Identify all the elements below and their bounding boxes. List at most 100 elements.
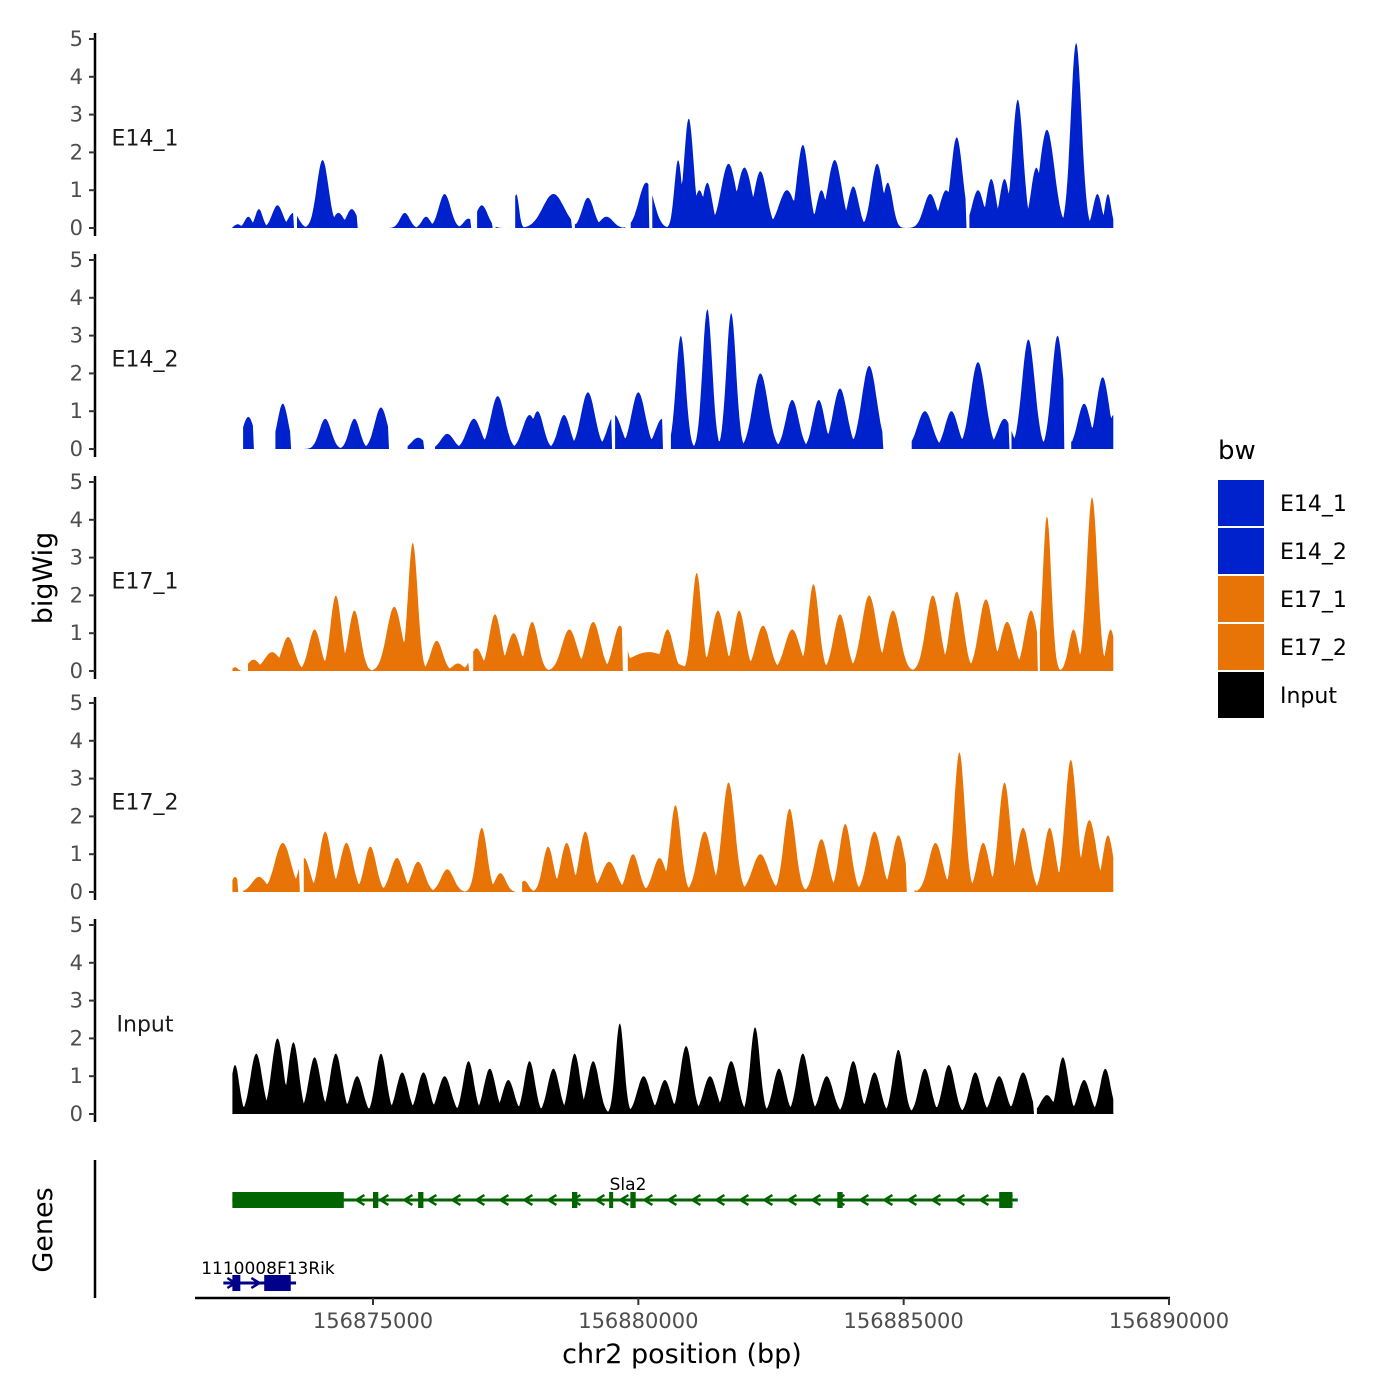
y-tick-label: 0: [70, 880, 83, 904]
gene-exon: [232, 1192, 344, 1208]
y-tick-label: 3: [70, 989, 83, 1013]
y-tick-label: 4: [70, 65, 83, 89]
strand-arrow: [930, 1193, 942, 1207]
legend-label: E14_1: [1280, 492, 1347, 517]
strand-arrow: [642, 1193, 654, 1207]
y-tick-label: 5: [70, 248, 83, 272]
strand-arrow: [786, 1193, 798, 1207]
strand-arrow: [858, 1193, 870, 1207]
y-tick-label: 5: [70, 913, 83, 937]
legend-swatch: [1218, 528, 1264, 574]
gene-exon: [609, 1192, 614, 1208]
gene-sla2: Sla2: [232, 1175, 1018, 1208]
legend-swatch: [1218, 624, 1264, 670]
track-label: E14_1: [112, 126, 179, 151]
strand-arrow: [402, 1193, 414, 1207]
strand-arrow: [906, 1193, 918, 1207]
y-tick-label: 3: [70, 767, 83, 791]
y-tick-label: 1: [70, 621, 83, 645]
y-tick-label: 3: [70, 546, 83, 570]
track-e17-1: 0 1 2 3 4 5 E17_1: [70, 470, 1114, 683]
gene-exon: [264, 1275, 291, 1291]
gene-exon: [373, 1192, 379, 1208]
strand-arrow: [594, 1193, 606, 1207]
y-tick-label: 1: [70, 1064, 83, 1088]
y-tick-label: 1: [70, 399, 83, 423]
y-tick-label: 0: [70, 1102, 83, 1126]
strand-arrow: [738, 1193, 750, 1207]
signal-area-e17-2: [232, 752, 1114, 892]
y-axis-title: bigWig: [28, 532, 59, 625]
x-axis: 156875000 156880000 156885000 156890000: [195, 1296, 1229, 1333]
gene-label: 1110008F13Rik: [201, 1259, 335, 1279]
signal-area-e14-2: [243, 309, 1114, 449]
strand-arrow: [522, 1193, 534, 1207]
y-tick-label: 0: [70, 216, 83, 240]
strand-arrow: [250, 1276, 262, 1290]
gene-exon: [232, 1275, 241, 1291]
legend-label: E17_1: [1280, 588, 1347, 613]
legend-label: E17_2: [1280, 636, 1347, 661]
gene-1110008f13rik: 1110008F13Rik: [201, 1259, 335, 1291]
strand-arrow: [474, 1193, 486, 1207]
gene-label: Sla2: [610, 1175, 647, 1195]
legend-label: Input: [1280, 684, 1337, 709]
track-label: E17_2: [112, 790, 179, 815]
strand-arrow: [618, 1193, 630, 1207]
legend-entry: E14_1: [1218, 480, 1347, 526]
x-axis-title: chr2 position (bp): [562, 1339, 802, 1370]
y-tick-label: 4: [70, 286, 83, 310]
signal-area-input: [232, 1023, 1114, 1114]
y-tick-label: 2: [70, 804, 83, 828]
strand-arrow: [666, 1193, 678, 1207]
y-tick-label: 1: [70, 178, 83, 202]
gene-exon: [999, 1192, 1013, 1208]
x-tick-label: 156875000: [313, 1309, 433, 1333]
legend-swatch: [1218, 480, 1264, 526]
tracks-layer: 0 1 2 3 4 5 E14_1 0 1 2 3 4 5 E14_2 0 1 2 3 4 5 E17_1 0 1 2 3 4 5 E…: [70, 27, 1114, 1126]
legend-entry: Input: [1218, 672, 1337, 718]
strand-arrow: [882, 1193, 894, 1207]
y-tick-label: 1: [70, 842, 83, 866]
signal-area-e14-1: [232, 42, 1114, 228]
y-tick-label: 2: [70, 583, 83, 607]
strand-arrow: [354, 1193, 366, 1207]
y-tick-label: 0: [70, 437, 83, 461]
genes-panel: Sla2 1110008F13Rik: [93, 1160, 1018, 1298]
gene-exon: [630, 1192, 636, 1208]
strand-arrow: [546, 1193, 558, 1207]
y-tick-label: 3: [70, 103, 83, 127]
legend-swatch: [1218, 672, 1264, 718]
strand-arrow: [498, 1193, 510, 1207]
genes-axis-title: Genes: [28, 1187, 59, 1272]
track-label: E17_1: [112, 569, 179, 594]
strand-arrow: [378, 1193, 390, 1207]
legend-title: bw: [1218, 436, 1256, 466]
strand-arrow: [690, 1193, 702, 1207]
y-tick-label: 0: [70, 659, 83, 683]
strand-arrow: [426, 1193, 438, 1207]
legend-swatch: [1218, 576, 1264, 622]
gene-exon: [418, 1192, 424, 1208]
strand-arrow: [714, 1193, 726, 1207]
y-tick-label: 4: [70, 508, 83, 532]
track-e17-2: 0 1 2 3 4 5 E17_2: [70, 691, 1114, 904]
gene-exon: [837, 1192, 843, 1208]
legend-entry: E14_2: [1218, 528, 1347, 574]
track-input: 0 1 2 3 4 5 Input: [70, 913, 1114, 1126]
strand-arrow: [978, 1193, 990, 1207]
y-tick-label: 4: [70, 729, 83, 753]
y-tick-label: 2: [70, 361, 83, 385]
y-tick-label: 3: [70, 324, 83, 348]
strand-arrow: [762, 1193, 774, 1207]
legend-entry: E17_2: [1218, 624, 1347, 670]
legend-entry: E17_1: [1218, 576, 1347, 622]
y-tick-label: 4: [70, 951, 83, 975]
legend-label: E14_2: [1280, 540, 1347, 565]
strand-arrow: [954, 1193, 966, 1207]
y-tick-label: 2: [70, 140, 83, 164]
strand-arrow: [810, 1193, 822, 1207]
strand-arrow: [450, 1193, 462, 1207]
track-e14-2: 0 1 2 3 4 5 E14_2: [70, 248, 1114, 461]
